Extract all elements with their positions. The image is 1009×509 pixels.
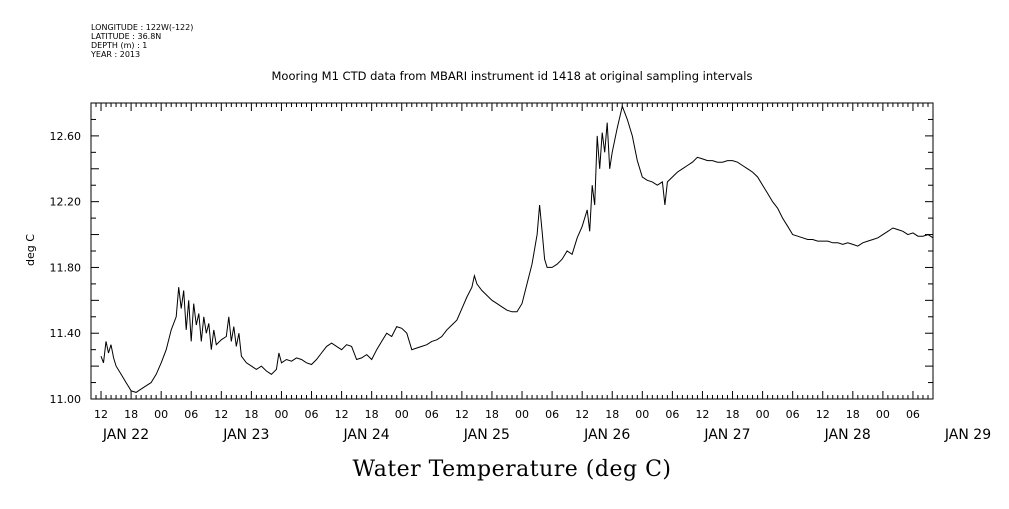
x-day-label: JAN 27 [703,427,750,443]
x-day-label: JAN 24 [342,427,389,443]
x-tick-label: 12 [816,408,830,421]
x-tick-label: 06 [425,408,439,421]
chart-title: Mooring M1 CTD data from MBARI instrumen… [272,69,753,83]
series-line [100,104,934,393]
metadata-block: LONGITUDE : 122W(-122)LATITUDE : 36.8NDE… [90,23,193,59]
y-tick-label: 12.60 [50,130,82,143]
x-tick-label: 12 [214,408,228,421]
y-tick-label: 11.00 [50,393,82,406]
x-tick-label: 18 [485,408,499,421]
x-tick-label: 06 [665,408,679,421]
x-tick-label: 06 [906,408,920,421]
meta-line: DEPTH (m) : 1 [91,41,147,50]
x-tick-label: 18 [605,408,619,421]
y-tick-label: 11.80 [50,261,82,274]
x-tick-label: 12 [695,408,709,421]
x-tick-label: 12 [335,408,349,421]
y-axis-label: deg C [24,234,37,266]
meta-line: LATITUDE : 36.8N [91,32,161,41]
x-tick-label: 00 [876,408,890,421]
meta-line: YEAR : 2013 [90,50,140,59]
x-tick-label: 06 [305,408,319,421]
x-tick-label: 00 [756,408,770,421]
y-tick-label: 11.40 [50,327,82,340]
x-day-label: JAN 29 [944,427,991,443]
x-tick-label: 00 [635,408,649,421]
x-axis-label: Water Temperature (deg C) [353,457,672,482]
y-tick-label: 12.20 [50,196,82,209]
x-tick-label: 00 [515,408,529,421]
x-tick-label: 00 [274,408,288,421]
x-tick-label: 00 [395,408,409,421]
x-tick-label: 18 [726,408,740,421]
x-tick-label: 00 [154,408,168,421]
plot-frame [90,102,934,400]
x-tick-label: 18 [365,408,379,421]
meta-line: LONGITUDE : 122W(-122) [91,23,193,32]
y-axis: 11.00 11.40 11.80 12.20 12.60 [50,102,933,406]
x-day-label: JAN 28 [824,427,871,443]
x-tick-label: 06 [786,408,800,421]
x-tick-label: 18 [244,408,258,421]
x-tick-label: 12 [94,408,108,421]
x-day-label: JAN 25 [463,427,510,443]
series-layer [100,104,934,393]
x-day-label: JAN 26 [583,427,630,443]
x-day-label: JAN 23 [222,427,269,443]
x-tick-label: 12 [575,408,589,421]
x-tick-label: 12 [455,408,469,421]
x-axis: 12 18 00 06 12 18 00 06 12 18 00 06 12 18 00 06 12 18 00 06… [90,103,991,443]
x-tick-label: 06 [184,408,198,421]
x-tick-label: 06 [545,408,559,421]
x-tick-label: 18 [124,408,138,421]
x-tick-label: 18 [846,408,860,421]
x-day-label: JAN 22 [102,427,149,443]
